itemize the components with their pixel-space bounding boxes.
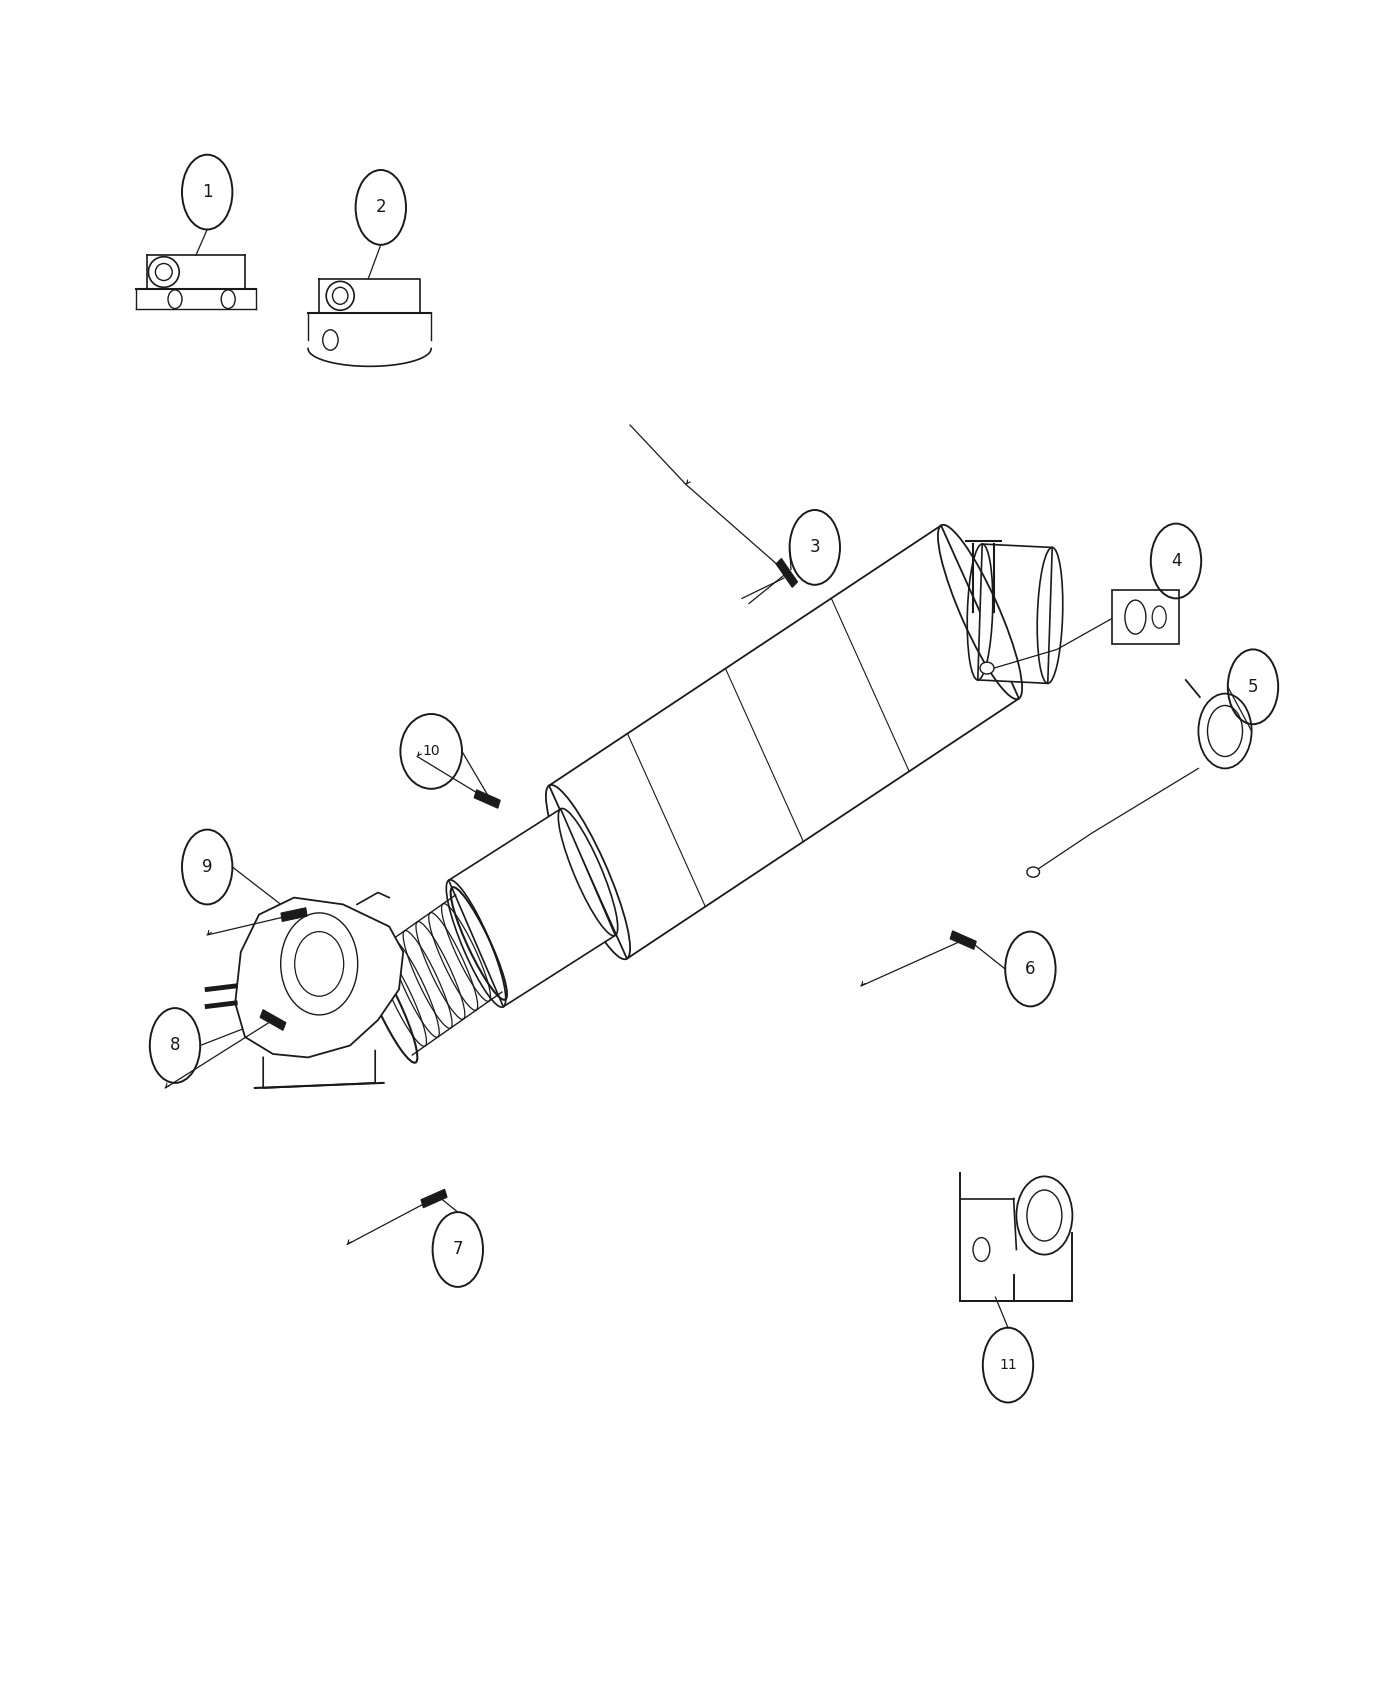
- Ellipse shape: [980, 663, 994, 675]
- Text: 10: 10: [423, 745, 440, 758]
- Text: 11: 11: [1000, 1358, 1016, 1372]
- Polygon shape: [260, 1010, 286, 1030]
- Polygon shape: [951, 932, 976, 949]
- Ellipse shape: [1028, 867, 1039, 877]
- Polygon shape: [977, 544, 1053, 683]
- Text: 4: 4: [1170, 552, 1182, 570]
- Polygon shape: [235, 898, 403, 1057]
- Polygon shape: [475, 790, 500, 807]
- Text: 2: 2: [375, 199, 386, 216]
- Text: 3: 3: [809, 539, 820, 556]
- FancyBboxPatch shape: [1112, 590, 1179, 644]
- Polygon shape: [448, 809, 616, 1006]
- Text: 8: 8: [169, 1037, 181, 1054]
- Text: 6: 6: [1025, 960, 1036, 977]
- Polygon shape: [776, 558, 798, 588]
- Text: 5: 5: [1247, 678, 1259, 695]
- Text: 7: 7: [452, 1241, 463, 1258]
- Polygon shape: [549, 525, 1019, 959]
- Polygon shape: [281, 908, 307, 921]
- Polygon shape: [421, 1190, 447, 1207]
- Text: 9: 9: [202, 858, 213, 876]
- Text: 1: 1: [202, 184, 213, 201]
